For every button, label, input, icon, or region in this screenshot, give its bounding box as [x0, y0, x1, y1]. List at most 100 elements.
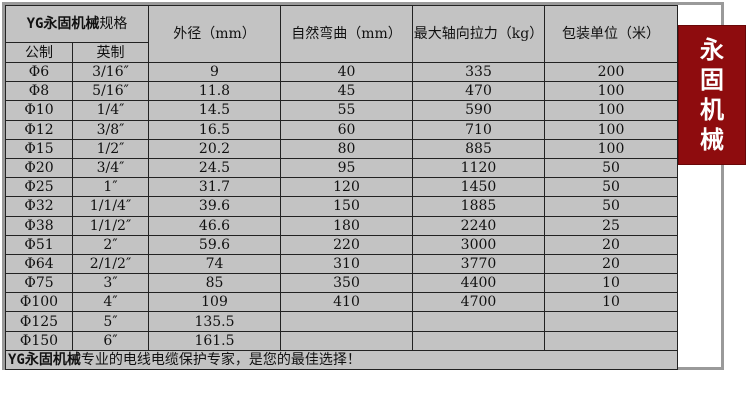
metric-size-cell: Φ25	[5, 177, 73, 198]
metric-size-cell: Φ150	[5, 330, 73, 351]
col-outer-diameter: 外径（mm）	[148, 5, 281, 63]
bend-radius-cell: 180	[280, 215, 413, 236]
package-unit-cell: 100	[544, 100, 678, 121]
metric-size-cell: Φ100	[5, 292, 73, 313]
outer-diameter-cell: 39.6	[148, 196, 281, 217]
outer-diameter-cell: 16.5	[148, 119, 281, 140]
spec-table: YG永固机械规格 外径（mm） 自然弯曲（mm） 最大轴向拉力（kg） 包装单位…	[5, 5, 678, 370]
table-row: Φ12 3/8″ 16.5 60 710 100	[5, 119, 678, 140]
badge-char: 械	[700, 126, 724, 154]
bend-radius-cell: 150	[280, 196, 413, 217]
footer-slogan: YG永固机械专业的电线电缆保护专家，是您的最佳选择！	[5, 349, 678, 370]
package-unit-cell: 20	[544, 234, 678, 255]
badge-char: 固	[700, 66, 724, 94]
imperial-size-cell: 5″	[72, 311, 149, 332]
table-row: Φ150 6″ 161.5	[5, 330, 678, 351]
outer-diameter-cell: 85	[148, 273, 281, 294]
table-row: Φ20 3/4″ 24.5 95 1120 50	[5, 157, 678, 179]
brand-badge: 永 固 机 械	[678, 25, 746, 165]
max-tension-cell: 470	[412, 81, 545, 102]
package-unit-cell	[544, 311, 678, 332]
bend-radius-cell: 120	[280, 177, 413, 198]
table-row: Φ25 1″ 31.7 120 1450 50	[5, 177, 678, 198]
max-tension-cell: 335	[412, 61, 545, 83]
package-unit-cell: 200	[544, 61, 678, 83]
outer-diameter-cell: 46.6	[148, 215, 281, 236]
outer-diameter-cell: 74	[148, 253, 281, 275]
outer-diameter-cell: 24.5	[148, 157, 281, 179]
bend-radius-cell: 350	[280, 273, 413, 294]
outer-diameter-cell: 31.7	[148, 177, 281, 198]
metric-size-cell: Φ75	[5, 273, 73, 294]
imperial-size-cell: 1/4″	[72, 100, 149, 121]
table-row: Φ51 2″ 59.6 220 3000 20	[5, 234, 678, 255]
bend-radius-cell	[280, 311, 413, 332]
metric-size-cell: Φ10	[5, 100, 73, 121]
outer-diameter-cell: 161.5	[148, 330, 281, 351]
imperial-size-cell: 3/4″	[72, 157, 149, 179]
max-tension-cell: 710	[412, 119, 545, 140]
metric-size-cell: Φ64	[5, 253, 73, 275]
max-tension-cell: 885	[412, 138, 545, 159]
brand-name: YG永固机械	[26, 16, 100, 32]
imperial-size-cell: 1″	[72, 177, 149, 198]
package-unit-cell: 25	[544, 215, 678, 236]
imperial-size-cell: 1/2″	[72, 138, 149, 159]
imperial-size-cell: 3/16″	[72, 61, 149, 83]
metric-size-cell: Φ12	[5, 119, 73, 140]
package-unit-cell: 100	[544, 81, 678, 102]
package-unit-cell: 100	[544, 138, 678, 159]
package-unit-cell: 20	[544, 253, 678, 275]
bend-radius-cell: 410	[280, 292, 413, 313]
table-row: Φ32 1/1/4″ 39.6 150 1885 50	[5, 196, 678, 217]
max-tension-cell	[412, 330, 545, 351]
table-row: Φ100 4″ 109 410 4700 10	[5, 292, 678, 313]
imperial-size-cell: 4″	[72, 292, 149, 313]
outer-diameter-cell: 109	[148, 292, 281, 313]
badge-char: 机	[700, 96, 724, 124]
package-unit-cell: 50	[544, 196, 678, 217]
bend-radius-cell: 80	[280, 138, 413, 159]
imperial-size-cell: 2″	[72, 234, 149, 255]
package-unit-cell: 50	[544, 157, 678, 179]
imperial-size-cell: 2/1/2″	[72, 253, 149, 275]
metric-size-cell: Φ51	[5, 234, 73, 255]
metric-size-cell: Φ15	[5, 138, 73, 159]
table-row: Φ6 3/16″ 9 40 335 200	[5, 61, 678, 83]
bend-radius-cell: 40	[280, 61, 413, 83]
metric-size-cell: Φ125	[5, 311, 73, 332]
outer-diameter-cell: 11.8	[148, 81, 281, 102]
bend-radius-cell: 45	[280, 81, 413, 102]
max-tension-cell: 590	[412, 100, 545, 121]
bend-radius-cell: 55	[280, 100, 413, 121]
bend-radius-cell: 220	[280, 234, 413, 255]
metric-size-cell: Φ32	[5, 196, 73, 217]
col-bend: 自然弯曲（mm）	[280, 5, 413, 63]
imperial-size-cell: 1/1/4″	[72, 196, 149, 217]
bend-radius-cell: 60	[280, 119, 413, 140]
metric-size-cell: Φ6	[5, 61, 73, 83]
spec-label: 规格	[99, 16, 128, 32]
outer-diameter-cell: 20.2	[148, 138, 281, 159]
table-row: Φ125 5″ 135.5	[5, 311, 678, 332]
spec-title: YG永固机械规格	[5, 5, 149, 43]
outer-diameter-cell: 59.6	[148, 234, 281, 255]
col-metric: 公制	[5, 42, 73, 63]
imperial-size-cell: 1/1/2″	[72, 215, 149, 236]
metric-size-cell: Φ8	[5, 81, 73, 102]
table-row: Φ75 3″ 85 350 4400 10	[5, 273, 678, 294]
package-unit-cell	[544, 330, 678, 351]
imperial-size-cell: 3/8″	[72, 119, 149, 140]
metric-size-cell: Φ38	[5, 215, 73, 236]
max-tension-cell: 4400	[412, 273, 545, 294]
table-row: Φ15 1/2″ 20.2 80 885 100	[5, 138, 678, 159]
table-row: Φ64 2/1/2″ 74 310 3770 20	[5, 253, 678, 275]
col-imperial: 英制	[72, 42, 149, 63]
imperial-size-cell: 5/16″	[72, 81, 149, 102]
max-tension-cell	[412, 311, 545, 332]
max-tension-cell: 3770	[412, 253, 545, 275]
package-unit-cell: 100	[544, 119, 678, 140]
footer-brand: YG永固机械	[8, 351, 81, 368]
package-unit-cell: 10	[544, 273, 678, 294]
table-row: Φ38 1/1/2″ 46.6 180 2240 25	[5, 215, 678, 236]
